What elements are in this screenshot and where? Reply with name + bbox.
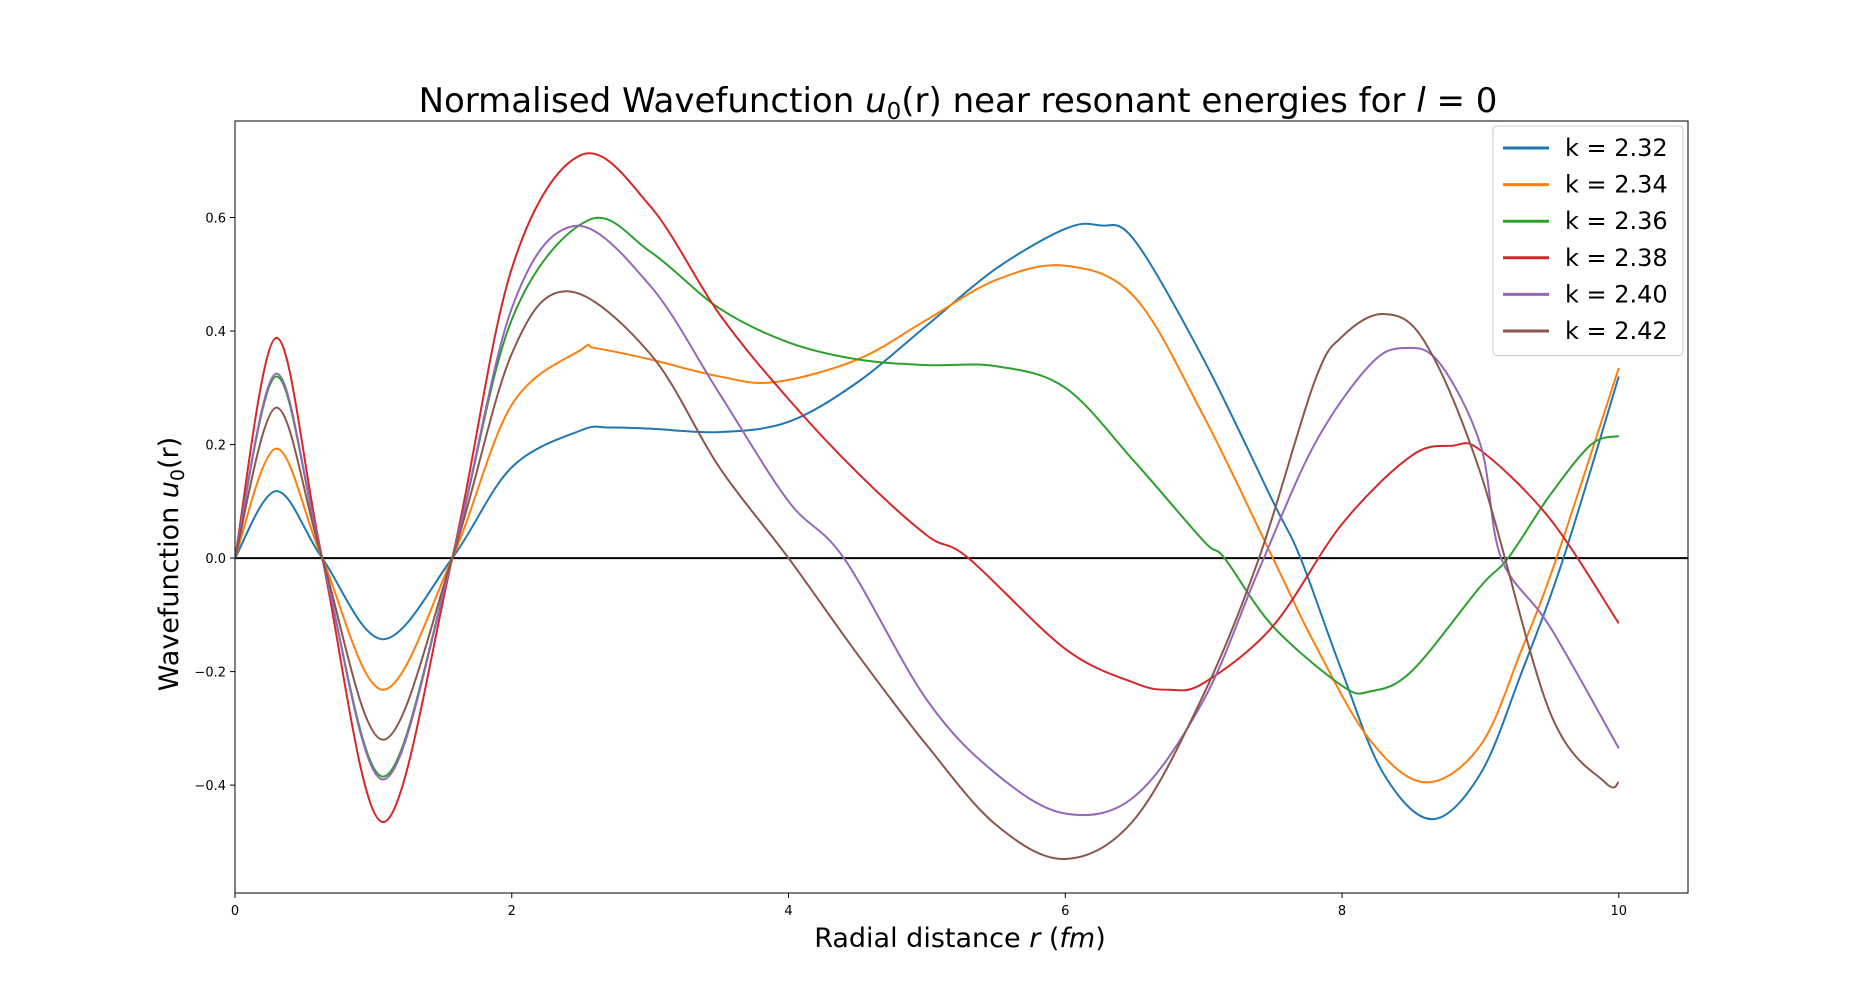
- ticks: 0 2 4 6 8 10 −0.4 −0.2 0.0 0.2 0.4 0.6: [194, 212, 1627, 920]
- series-line-3: [235, 216, 1620, 778]
- legend-label: k = 2.42: [1565, 317, 1668, 345]
- ylabel-text: Wavefunction: [154, 498, 185, 691]
- y-axis-label: Wavefunction u0(r): [154, 437, 189, 691]
- xlabel-open: (: [1040, 923, 1059, 954]
- x-tick-label: 6: [1061, 904, 1069, 919]
- series-line-4: [235, 152, 1620, 824]
- legend-label: k = 2.36: [1565, 207, 1668, 235]
- legend: k = 2.32 k = 2.34 k = 2.36 k = 2.38 k = 2.40…: [1492, 125, 1684, 357]
- title-suffix: near resonant energies for: [942, 81, 1416, 121]
- xlabel-close: ): [1095, 923, 1106, 954]
- y-tick-label: 0.0: [205, 552, 226, 567]
- y-tick-label: 0.6: [205, 212, 226, 227]
- series-line-1: [235, 222, 1620, 821]
- chart-title: Normalised Wavefunction u0(r) near reson…: [419, 81, 1498, 125]
- title-prefix: Normalised Wavefunction: [419, 81, 866, 121]
- title-leq: = 0: [1426, 81, 1498, 121]
- title-sub: 0: [887, 99, 902, 125]
- plot-frame: [234, 120, 1689, 894]
- legend-label: k = 2.32: [1565, 134, 1668, 162]
- series-line-2: [235, 264, 1620, 784]
- series-line-6: [235, 290, 1620, 860]
- y-tick-label: −0.4: [194, 779, 226, 794]
- x-tick-label: 8: [1338, 904, 1346, 919]
- xlabel-var: r: [1029, 923, 1042, 954]
- ylabel-arg: (r): [154, 437, 185, 469]
- xlabel-unit: fm: [1059, 923, 1095, 954]
- title-lvar: l: [1416, 81, 1426, 121]
- y-tick-label: 0.4: [205, 325, 226, 340]
- legend-label: k = 2.40: [1565, 280, 1668, 308]
- x-tick-label: 10: [1611, 904, 1628, 919]
- legend-label: k = 2.38: [1565, 244, 1668, 272]
- legend-label: k = 2.34: [1565, 171, 1668, 199]
- x-axis-label: Radial distance r (fm): [814, 923, 1106, 954]
- y-tick-label: 0.2: [205, 439, 226, 454]
- x-tick-label: 4: [784, 904, 792, 919]
- xlabel-text: Radial distance: [814, 923, 1029, 954]
- series-line-5: [235, 224, 1620, 817]
- x-tick-label: 2: [508, 904, 516, 919]
- title-mid: (r): [901, 81, 942, 121]
- y-tick-label: −0.2: [194, 666, 226, 681]
- plot-area: [234, 120, 1689, 894]
- title-var: u: [865, 81, 887, 121]
- ylabel-sub: 0: [167, 469, 189, 481]
- x-tick-label: 0: [231, 904, 239, 919]
- ylabel-var: u: [154, 481, 185, 498]
